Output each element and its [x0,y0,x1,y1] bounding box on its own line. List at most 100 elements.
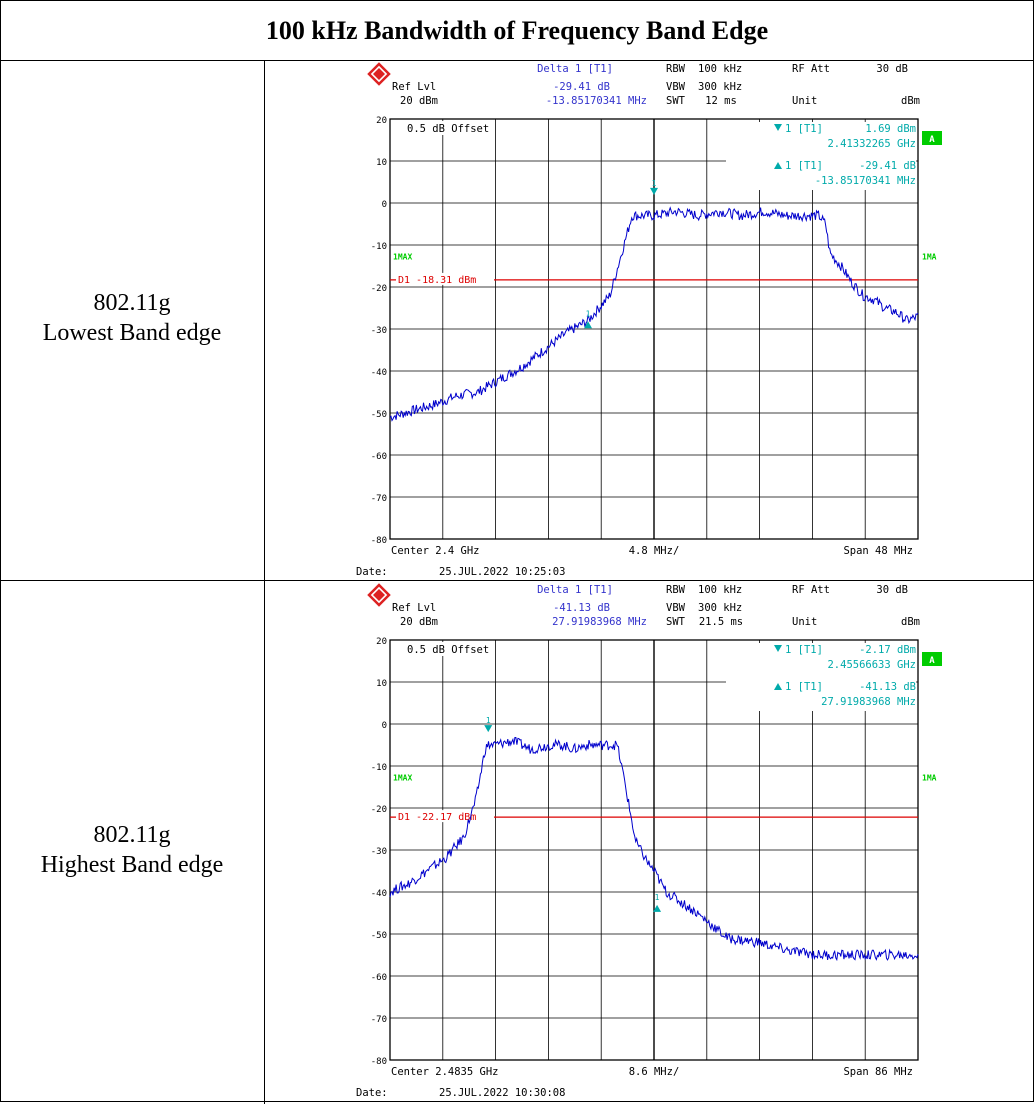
marker1-label: 1 [T1] [785,123,823,135]
a-box-label: A [929,656,935,666]
offset-text-bg [400,642,492,656]
ref-level-label: Ref Lvl [392,81,436,93]
y-tick-label: -60 [371,973,387,983]
y-tick-label: 20 [376,637,387,647]
delta-freq: 27.91983968 MHz [552,616,647,628]
rs-logo [367,583,391,607]
swt-label: SWT [666,616,686,628]
offset-text: 0.5 dB Offset [407,123,489,135]
row-label-edge: Highest Band edge [40,852,224,878]
y-tick-label: -40 [371,368,387,378]
row-label-highest: 802.11g Highest Band edge [0,820,264,880]
trace-label-left: 1MAX [393,253,412,262]
delta-db: -29.41 dB [553,81,610,93]
y-tick-label: -80 [371,536,387,546]
y-tick-label: -10 [371,242,387,252]
swt-value: 12 ms [705,95,737,107]
y-tick-label: -10 [371,763,387,773]
display-line-label: D1 -18.31 dBm [398,275,476,286]
y-tick-label: -30 [371,847,387,857]
rs-logo-core [373,68,385,80]
y-tick-label: -60 [371,452,387,462]
rf-att-value: 30 dB [876,63,908,75]
marker-1-symbol [484,725,493,733]
y-tick-label: 0 [382,721,387,731]
table-title: 100 kHz Bandwidth of Frequency Band Edge [0,0,1034,61]
unit-label: Unit [792,616,817,628]
delta-marker-value: -29.41 dB [859,160,916,172]
date-label: Date: [356,566,388,578]
a-box [922,652,942,666]
display-line-label: D1 -22.17 dBm [398,812,476,823]
spectrum-trace [389,737,919,962]
column-divider [264,61,265,1104]
marker-up-icon [774,162,782,169]
rs-logo-core [373,589,385,601]
marker-down-icon [774,645,782,652]
swt-label: SWT [666,95,686,107]
y-tick-label: -70 [371,1015,387,1025]
y-tick-label: -50 [371,410,387,420]
vbw-value: 300 kHz [698,81,742,93]
y-tick-label: 10 [376,158,387,168]
center-frequency: Center 2.4835 GHz [391,1066,498,1078]
marker1-freq: 2.45566633 GHz [827,659,916,671]
marker-up-icon [774,683,782,690]
delta-marker-label: 1 [T1] [785,160,823,172]
delta-marker-freq: -13.85170341 MHz [815,175,916,187]
date-label: Date: [356,1087,388,1099]
span-per-division: 4.8 MHz/ [629,545,680,557]
marker-info-bg [726,643,916,711]
rbw-value: 100 kHz [698,584,742,596]
delta-marker-symbol [584,321,592,329]
y-tick-label: -30 [371,326,387,336]
marker-1-symbol [650,187,658,195]
unit-value: dBm [901,616,920,628]
y-tick-label: -70 [371,494,387,504]
marker-info-bg [726,122,916,190]
rf-att-value: 30 dB [876,584,908,596]
swt-value: 21.5 ms [699,616,743,628]
vbw-label: VBW [666,81,686,93]
spectrum-plot-lowest: Ref Lvl 20 dBm Delta 1 [T1] -29.41 dB -13.85… [356,62,942,578]
trace-label-right: 1MA [922,774,937,783]
delta-marker-value: -41.13 dB [859,681,916,693]
date-value: 25.JUL.2022 10:25:03 [439,566,565,578]
ref-level-label: Ref Lvl [392,602,436,614]
ref-level-value: 20 dBm [400,95,438,107]
trace-label-right: 1MA [922,253,937,262]
marker-1-number: 1 [652,179,657,188]
marker-1-number: 1 [486,716,491,725]
y-tick-label: -50 [371,931,387,941]
row-label-lowest: 802.11g Lowest Band edge [0,288,264,348]
row-label-mode: 802.11g [93,290,171,316]
delta-marker-symbol [653,904,662,912]
rf-att-label: RF Att [792,584,830,596]
y-tick-label: -20 [371,284,387,294]
unit-value: dBm [901,95,920,107]
spectrum-plot-highest: Ref Lvl 20 dBm Delta 1 [T1] -41.13 dB 27.919… [356,583,942,1099]
y-tick-label: -80 [371,1057,387,1067]
row-label-edge: Lowest Band edge [42,320,222,346]
delta-marker-label: 1 [T1] [785,681,823,693]
vbw-label: VBW [666,602,686,614]
offset-text: 0.5 dB Offset [407,644,489,656]
row-label-mode: 802.11g [93,822,171,848]
span-value: Span 86 MHz [843,1066,913,1078]
trace-label-left: 1MAX [393,774,412,783]
marker1-label: 1 [T1] [785,644,823,656]
ref-level-value: 20 dBm [400,616,438,628]
marker-down-icon [774,124,782,131]
a-box [922,131,942,145]
delta-title: Delta 1 [T1] [537,63,613,75]
rbw-label: RBW [666,63,686,75]
display-line-label-bg [396,272,494,285]
span-value: Span 48 MHz [843,545,913,557]
span-per-division: 8.6 MHz/ [629,1066,680,1078]
marker1-freq: 2.41332265 GHz [827,138,916,150]
vbw-value: 300 kHz [698,602,742,614]
y-tick-label: 0 [382,200,387,210]
offset-text-bg [400,121,492,135]
rf-att-label: RF Att [792,63,830,75]
